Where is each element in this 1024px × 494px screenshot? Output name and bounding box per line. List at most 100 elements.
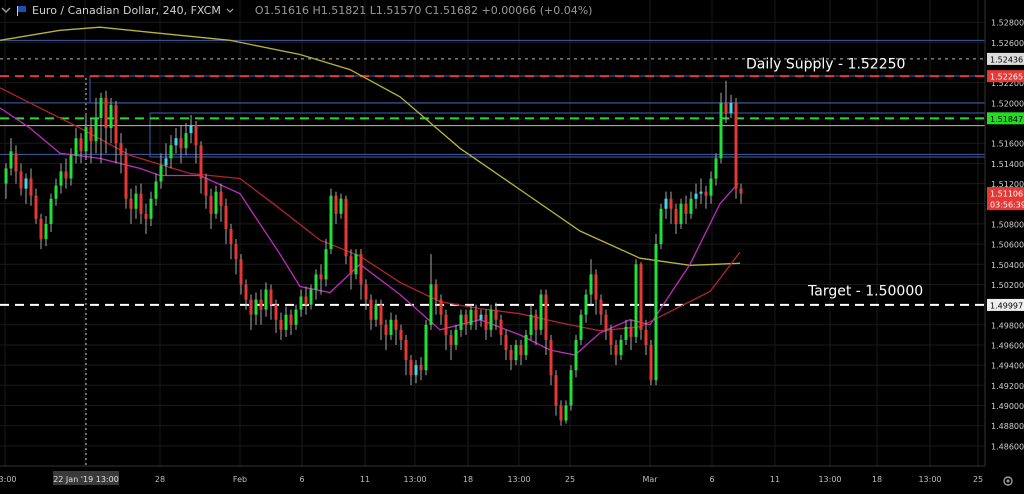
candle [194, 121, 198, 164]
candle [104, 90, 108, 154]
price-label[interactable]: 1.52436 [987, 52, 1024, 65]
candle [669, 191, 673, 224]
candle [399, 324, 403, 351]
settings-gear-icon[interactable] [1003, 476, 1013, 486]
candle [49, 193, 53, 232]
candle [54, 178, 58, 206]
candle [524, 329, 528, 361]
y-tick-label: 1.49000 [991, 402, 1024, 411]
candle [499, 314, 503, 345]
candle [64, 158, 68, 189]
x-tick-label: 13:00 [507, 475, 530, 484]
candle [574, 334, 578, 378]
ohlc-readout: O1.51616 H1.51821 L1.51570 C1.51682 +0.0… [254, 3, 593, 17]
candle [84, 112, 88, 159]
candle [314, 269, 318, 300]
candle [184, 123, 188, 156]
y-tick-label: 1.50600 [991, 241, 1024, 250]
chevron-down-icon[interactable] [0, 4, 12, 16]
x-tick-label: 28 [155, 475, 165, 484]
candle [534, 309, 538, 345]
price-label[interactable]: 1.51106 [987, 187, 1024, 200]
candle [644, 319, 648, 356]
x-tick-label: 18 [463, 475, 473, 484]
candle [609, 324, 613, 356]
x-tick-label: 11 [360, 475, 370, 484]
annotation-label[interactable]: Daily Supply - 1.52250 [746, 57, 905, 73]
candle [384, 319, 388, 351]
x-tick-label: Mar [642, 475, 658, 484]
candle [734, 97, 738, 199]
candle [349, 249, 353, 290]
candle [594, 269, 598, 315]
price-label[interactable]: 03:56:39 [987, 198, 1024, 211]
candle [179, 125, 183, 164]
candle [24, 173, 28, 204]
candle [89, 118, 93, 164]
price-label[interactable]: 1.49997 [987, 298, 1024, 311]
candle [369, 294, 373, 330]
dropdown-icon[interactable] [225, 4, 237, 16]
candle [539, 289, 543, 335]
svg-text:03:56:39: 03:56:39 [990, 201, 1024, 210]
candle [404, 334, 408, 376]
candle [249, 294, 253, 330]
candle [489, 304, 493, 337]
flag-icon[interactable] [16, 4, 28, 16]
svg-text:1.51847: 1.51847 [990, 115, 1023, 124]
candle [604, 309, 608, 340]
candle [309, 284, 313, 310]
candle [219, 183, 223, 222]
candle [254, 292, 258, 325]
candle [29, 168, 33, 206]
price-axis[interactable]: 1.52800 1.52600 1.52200 1.52000 1.51600 1.514… [984, 0, 1024, 490]
candle [394, 314, 398, 345]
y-tick-label: 1.51600 [991, 140, 1024, 149]
annotation-label[interactable]: Target - 1.50000 [807, 284, 923, 300]
candle [244, 279, 248, 310]
candle [549, 334, 553, 386]
x-tick-label: 13:00 [0, 475, 17, 484]
time-axis[interactable]: 13:00 22 Jan '19 13:00 28 Feb 6 11 13:00 18 13:0… [0, 465, 1024, 490]
candle [99, 92, 103, 164]
candle [159, 153, 163, 189]
candle [354, 249, 358, 280]
candle [664, 191, 668, 219]
candle [324, 239, 328, 287]
candle [154, 173, 158, 206]
price-label[interactable]: 1.51847 [987, 112, 1024, 125]
y-tick-label: 1.50800 [991, 220, 1024, 229]
ma-slow-line [0, 26, 741, 266]
candle [639, 262, 643, 340]
x-tick-label: 13:00 [918, 475, 941, 484]
candle [584, 289, 588, 323]
candle [459, 309, 463, 337]
price-label[interactable]: 1.52265 [987, 70, 1024, 83]
y-tick-label: 1.50200 [991, 281, 1024, 290]
candle [509, 344, 513, 371]
x-tick-label: 13:00 [403, 475, 426, 484]
candle [119, 133, 123, 174]
x-tick-label: 25 [565, 475, 575, 484]
candle [689, 191, 693, 219]
candle [299, 289, 303, 317]
svg-text:1.52265: 1.52265 [990, 73, 1023, 82]
candle [124, 148, 128, 209]
candle [544, 289, 548, 356]
candle [199, 141, 203, 194]
x-tick-label: 11 [770, 475, 780, 484]
candle [514, 339, 518, 366]
candle [519, 339, 523, 366]
candle [589, 259, 593, 305]
candle [614, 339, 618, 366]
candle [409, 355, 413, 386]
candle [319, 264, 323, 295]
candle [189, 114, 193, 144]
candle [139, 183, 143, 224]
candle [44, 215, 48, 247]
candle [169, 135, 173, 169]
y-tick-label: 1.49200 [991, 382, 1024, 391]
candle [709, 171, 713, 204]
symbol-title[interactable]: Euro / Canadian Dollar, 240, FXCM [32, 3, 221, 17]
